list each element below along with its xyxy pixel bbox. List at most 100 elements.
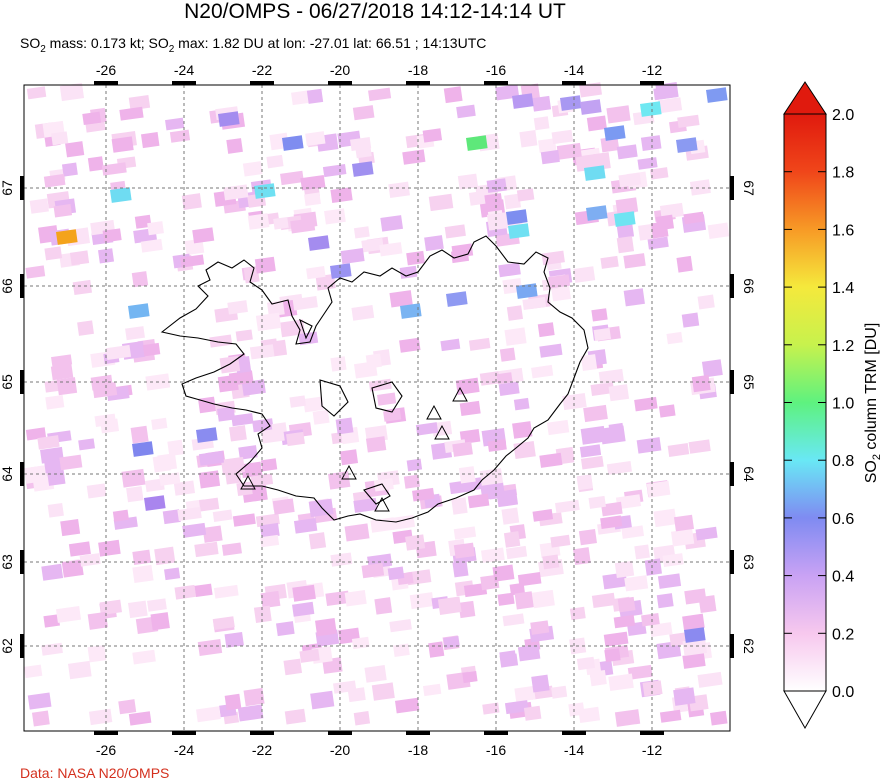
so2-pixel [86,483,107,499]
map-title: N20/OMPS - 06/27/2018 14:12-14:14 UT [184,0,566,23]
so2-pixel [531,589,555,609]
so2-pixel [351,304,375,321]
lon-tick-label: -20 [330,62,350,78]
so2-pixel [503,531,521,548]
so2-pixel [224,693,242,711]
colorbar-tick-label: 1.8 [832,165,854,182]
so2-pixel-layer [24,82,730,727]
so2-pixel [344,590,367,607]
so2-pixel [306,88,324,104]
so2-pixel [41,642,63,656]
so2-pixel [551,129,574,145]
map-subtitle: SO2 mass: 0.173 kt; SO2 max: 1.82 DU at … [20,35,487,55]
so2-pixel [502,613,525,627]
so2-pixel [452,560,469,578]
so2-pixel [486,211,513,231]
so2-pixel [68,541,91,557]
so2-pixel [452,441,473,457]
so2-pixel [403,474,421,489]
so2-pixel [691,374,711,393]
so2-pixel [275,621,295,637]
so2-pixel [437,596,462,615]
so2-pixel [608,384,630,402]
so2-pixel [657,573,682,589]
so2-pixel [304,192,321,207]
so2-pixel [130,425,149,444]
so2-pixel [498,262,521,278]
iceland-coastline [160,235,589,523]
so2-pixel [504,700,529,715]
so2-pixel [532,509,554,522]
so2-pixel [616,144,638,160]
colorbar-min-arrow [783,690,827,730]
so2-pixel [184,238,205,256]
so2-pixel [87,611,108,630]
so2-pixel [422,128,443,143]
so2-pixel [238,445,258,460]
so2-pixel [637,157,658,170]
so2-pixel [181,193,202,210]
so2-pixel [154,546,176,566]
so2-pixel [707,222,730,240]
so2-pixel [618,172,642,188]
so2-pixel [600,515,623,530]
so2-pixel [487,481,506,500]
so2-pixel [194,541,219,558]
lon-tick-bottom [328,731,352,735]
so2-pixel [217,374,239,393]
so2-pixel [588,495,606,509]
colorbar-ticks: 2.0 1.8 1.6 1.4 1.2 1.0 0.8 0.6 0.4 0.2 0.0 [784,107,854,701]
so2-pixel [61,559,84,578]
so2-pixel [387,566,405,581]
so2-pixel [82,111,102,125]
so2-pixel [644,558,662,576]
so2-pixel [353,711,371,726]
so2-pixel [422,683,442,697]
so2-pixel [44,246,63,261]
so2-pixel [51,131,69,146]
so2-pixel [621,525,645,539]
so2-pixel [653,508,677,528]
so2-pixel [606,461,632,475]
so2-pixel [330,187,353,203]
colorbar-label: SO2 column TRM [DU] [863,323,883,484]
so2-pixel [361,237,384,253]
so2-pixel [299,648,320,663]
so2-pixel-elevated [128,303,150,319]
lon-tick-top [640,81,664,85]
so2-pixel [310,690,335,710]
so2-pixel [634,544,650,560]
so2-pixel [468,190,486,206]
so2-pixel-elevated [282,135,304,151]
so2-pixel-elevated [329,263,352,279]
lon-tick-bottom [94,731,118,735]
so2-pixel-elevated [507,223,530,239]
so2-pixel [140,238,163,253]
so2-pixel [132,649,156,665]
so2-pixel [459,400,481,417]
so2-pixel [499,347,516,362]
so2-pixel [443,636,460,649]
so2-pixel [548,274,571,289]
so2-pixel [292,601,315,617]
so2-pixel [286,431,305,447]
lat-tick-label: 62 [741,638,757,654]
so2-pixel [119,106,144,121]
so2-pixel [463,582,488,598]
lat-tick-right [730,176,734,200]
so2-pixel [542,554,560,570]
so2-pixel [305,131,326,147]
so2-pixel [99,599,122,616]
so2-pixel [593,327,612,342]
so2-pixel [604,648,621,663]
lon-tick-top [250,81,274,85]
lat-axis-left: 67 66 65 64 63 62 [0,176,24,658]
so2-pixel [659,709,682,723]
so2-pixel [374,597,393,615]
lon-tick-bottom [250,731,274,735]
so2-pixel [194,583,213,598]
so2-pixel [335,417,354,435]
so2-pixel [147,598,167,612]
so2-pixel [658,404,676,418]
so2-pixel [458,466,476,484]
